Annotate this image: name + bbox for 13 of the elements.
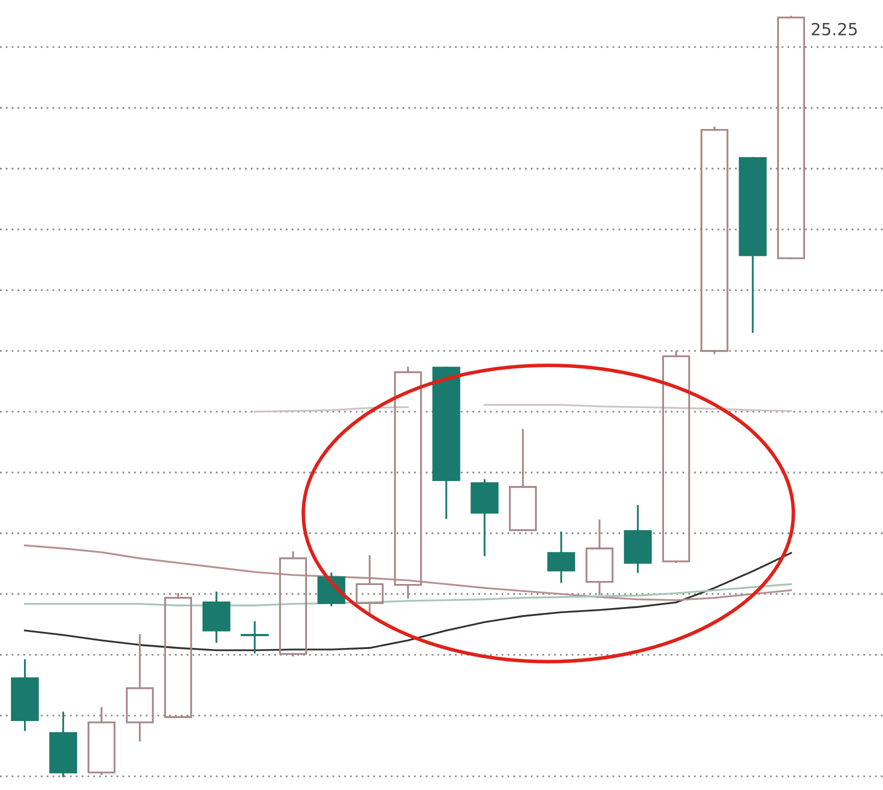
- candlestick: [547, 532, 576, 583]
- candlestick: [394, 366, 422, 599]
- candlestick: [700, 126, 728, 354]
- candlestick: [126, 634, 154, 742]
- candlestick: [240, 621, 269, 654]
- candlestick: [202, 592, 230, 643]
- candlestick: [10, 659, 39, 731]
- candlestick: [586, 519, 614, 595]
- text: 25.25: [812, 22, 857, 36]
- candlestick: [624, 505, 652, 573]
- candlestick: [88, 707, 116, 775]
- candlestick: [279, 551, 307, 656]
- candlestick: [470, 479, 499, 556]
